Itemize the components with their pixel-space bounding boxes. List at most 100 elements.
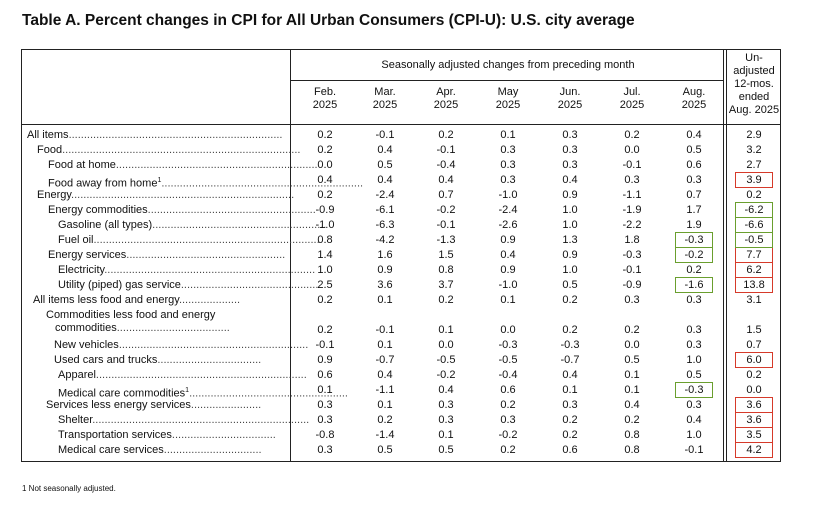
highlight-box-green (675, 382, 713, 398)
table-cell: 0.3 (624, 174, 640, 186)
table-cell: 0.1 (438, 324, 454, 336)
table-cell: 1.5 (438, 249, 454, 261)
table-cell: 0.3 (686, 174, 702, 186)
footnote: 1 Not seasonally adjusted. (22, 484, 116, 493)
table-cell: 0.3 (317, 444, 333, 456)
table-cell: 3.7 (438, 279, 454, 291)
highlight-box-red (735, 427, 773, 443)
table-cell: 0.1 (624, 384, 640, 396)
highlight-box-red (735, 262, 773, 278)
label-column-divider (290, 49, 291, 462)
table-cell: -0.2 (498, 429, 518, 441)
highlight-box-green (735, 202, 773, 218)
table-cell: 0.2 (317, 294, 333, 306)
row-label: Fuel oil................................… (58, 234, 320, 246)
unadjusted-cell: 6.0 (746, 354, 762, 366)
table-cell: 0.9 (500, 264, 516, 276)
table-cell: 0.2 (438, 294, 454, 306)
table-cell: 1.8 (624, 234, 640, 246)
table-cell: 0.8 (438, 264, 454, 276)
unadjusted-cell: 3.9 (746, 174, 762, 186)
table-cell: 0.2 (317, 144, 333, 156)
table-cell: 2.5 (317, 279, 333, 291)
table-cell: 0.2 (562, 429, 578, 441)
table-cell: 0.4 (317, 174, 333, 186)
table-cell: 0.3 (686, 399, 702, 411)
unadjusted-cell: 7.7 (746, 249, 762, 261)
table-cell: 0.0 (624, 144, 640, 156)
table-cell: 0.2 (500, 444, 516, 456)
highlight-box-red (735, 442, 773, 458)
table-cell: -0.3 (622, 249, 642, 261)
table-cell: 0.0 (438, 339, 454, 351)
table-cell: 0.9 (562, 189, 578, 201)
row-label: Energy commodities......................… (48, 204, 316, 216)
table-cell: 0.3 (317, 414, 333, 426)
table-cell: 0.1 (317, 384, 333, 396)
table-cell: -0.1 (436, 144, 456, 156)
table-cell: 0.5 (624, 354, 640, 366)
table-cell: -2.6 (498, 219, 518, 231)
table-cell: -1.9 (622, 204, 642, 216)
table-cell: -2.4 (375, 189, 395, 201)
row-label: Food at home............................… (48, 159, 318, 171)
table-cell: 0.2 (317, 129, 333, 141)
header-rule (21, 124, 781, 125)
table-cell: 0.6 (686, 159, 702, 171)
table-cell: -0.3 (684, 384, 704, 396)
table-frame (21, 49, 781, 462)
table-cell: 0.3 (624, 294, 640, 306)
table-cell: 0.3 (500, 144, 516, 156)
highlight-box-red (735, 247, 773, 263)
unadjusted-cell: 0.2 (746, 189, 762, 201)
table-cell: 0.0 (500, 324, 516, 336)
table-cell: 0.7 (686, 189, 702, 201)
table-cell: 0.3 (562, 144, 578, 156)
table-cell: -0.3 (684, 234, 704, 246)
table-cell: -0.1 (622, 264, 642, 276)
table-cell: -0.2 (436, 204, 456, 216)
table-cell: 0.3 (438, 414, 454, 426)
column-header: Feb. 2025 (312, 86, 338, 111)
table-cell: -1.0 (498, 279, 518, 291)
table-cell: 0.2 (562, 414, 578, 426)
highlight-box-green (675, 247, 713, 263)
table-cell: 0.2 (377, 414, 393, 426)
table-cell: -1.6 (684, 279, 704, 291)
unadjusted-cell: 3.2 (746, 144, 762, 156)
unadjusted-column-divider-2 (726, 49, 727, 462)
unadjusted-cell: -0.5 (744, 234, 764, 246)
column-header: Jul. 2025 (619, 86, 645, 111)
table-cell: 0.1 (438, 429, 454, 441)
row-label: Medical care commodities1...............… (58, 387, 348, 400)
table-cell: 0.6 (562, 444, 578, 456)
table-cell: 0.8 (624, 429, 640, 441)
table-cell: 0.9 (317, 354, 333, 366)
column-header: Jun. 2025 (557, 86, 583, 111)
table-cell: -0.4 (498, 369, 518, 381)
table-cell: 0.8 (624, 444, 640, 456)
table-cell: -0.4 (436, 159, 456, 171)
unadjusted-cell: 13.8 (743, 279, 765, 291)
table-cell: 0.2 (562, 294, 578, 306)
row-label: Utility (piped) gas service.............… (58, 279, 319, 291)
group-header-rule (290, 80, 723, 81)
table-cell: -0.2 (684, 249, 704, 261)
row-label: All items...............................… (27, 129, 283, 141)
row-label: Gasoline (all types)....................… (58, 219, 327, 231)
unadjusted-cell: 6.2 (746, 264, 762, 276)
table-cell: -2.4 (498, 204, 518, 216)
table-cell: -0.1 (684, 444, 704, 456)
table-cell: 0.4 (377, 369, 393, 381)
table-cell: 1.0 (562, 219, 578, 231)
row-label: Energy..................................… (37, 189, 295, 201)
table-cell: 0.1 (500, 294, 516, 306)
table-cell: -0.8 (315, 429, 335, 441)
unadjusted-cell: 3.5 (746, 429, 762, 441)
table-cell: 0.1 (624, 369, 640, 381)
table-cell: 0.4 (562, 369, 578, 381)
table-cell: 0.5 (377, 444, 393, 456)
unadjusted-cell: 4.2 (746, 444, 762, 456)
table-cell: 0.1 (562, 384, 578, 396)
table-cell: 0.4 (562, 174, 578, 186)
